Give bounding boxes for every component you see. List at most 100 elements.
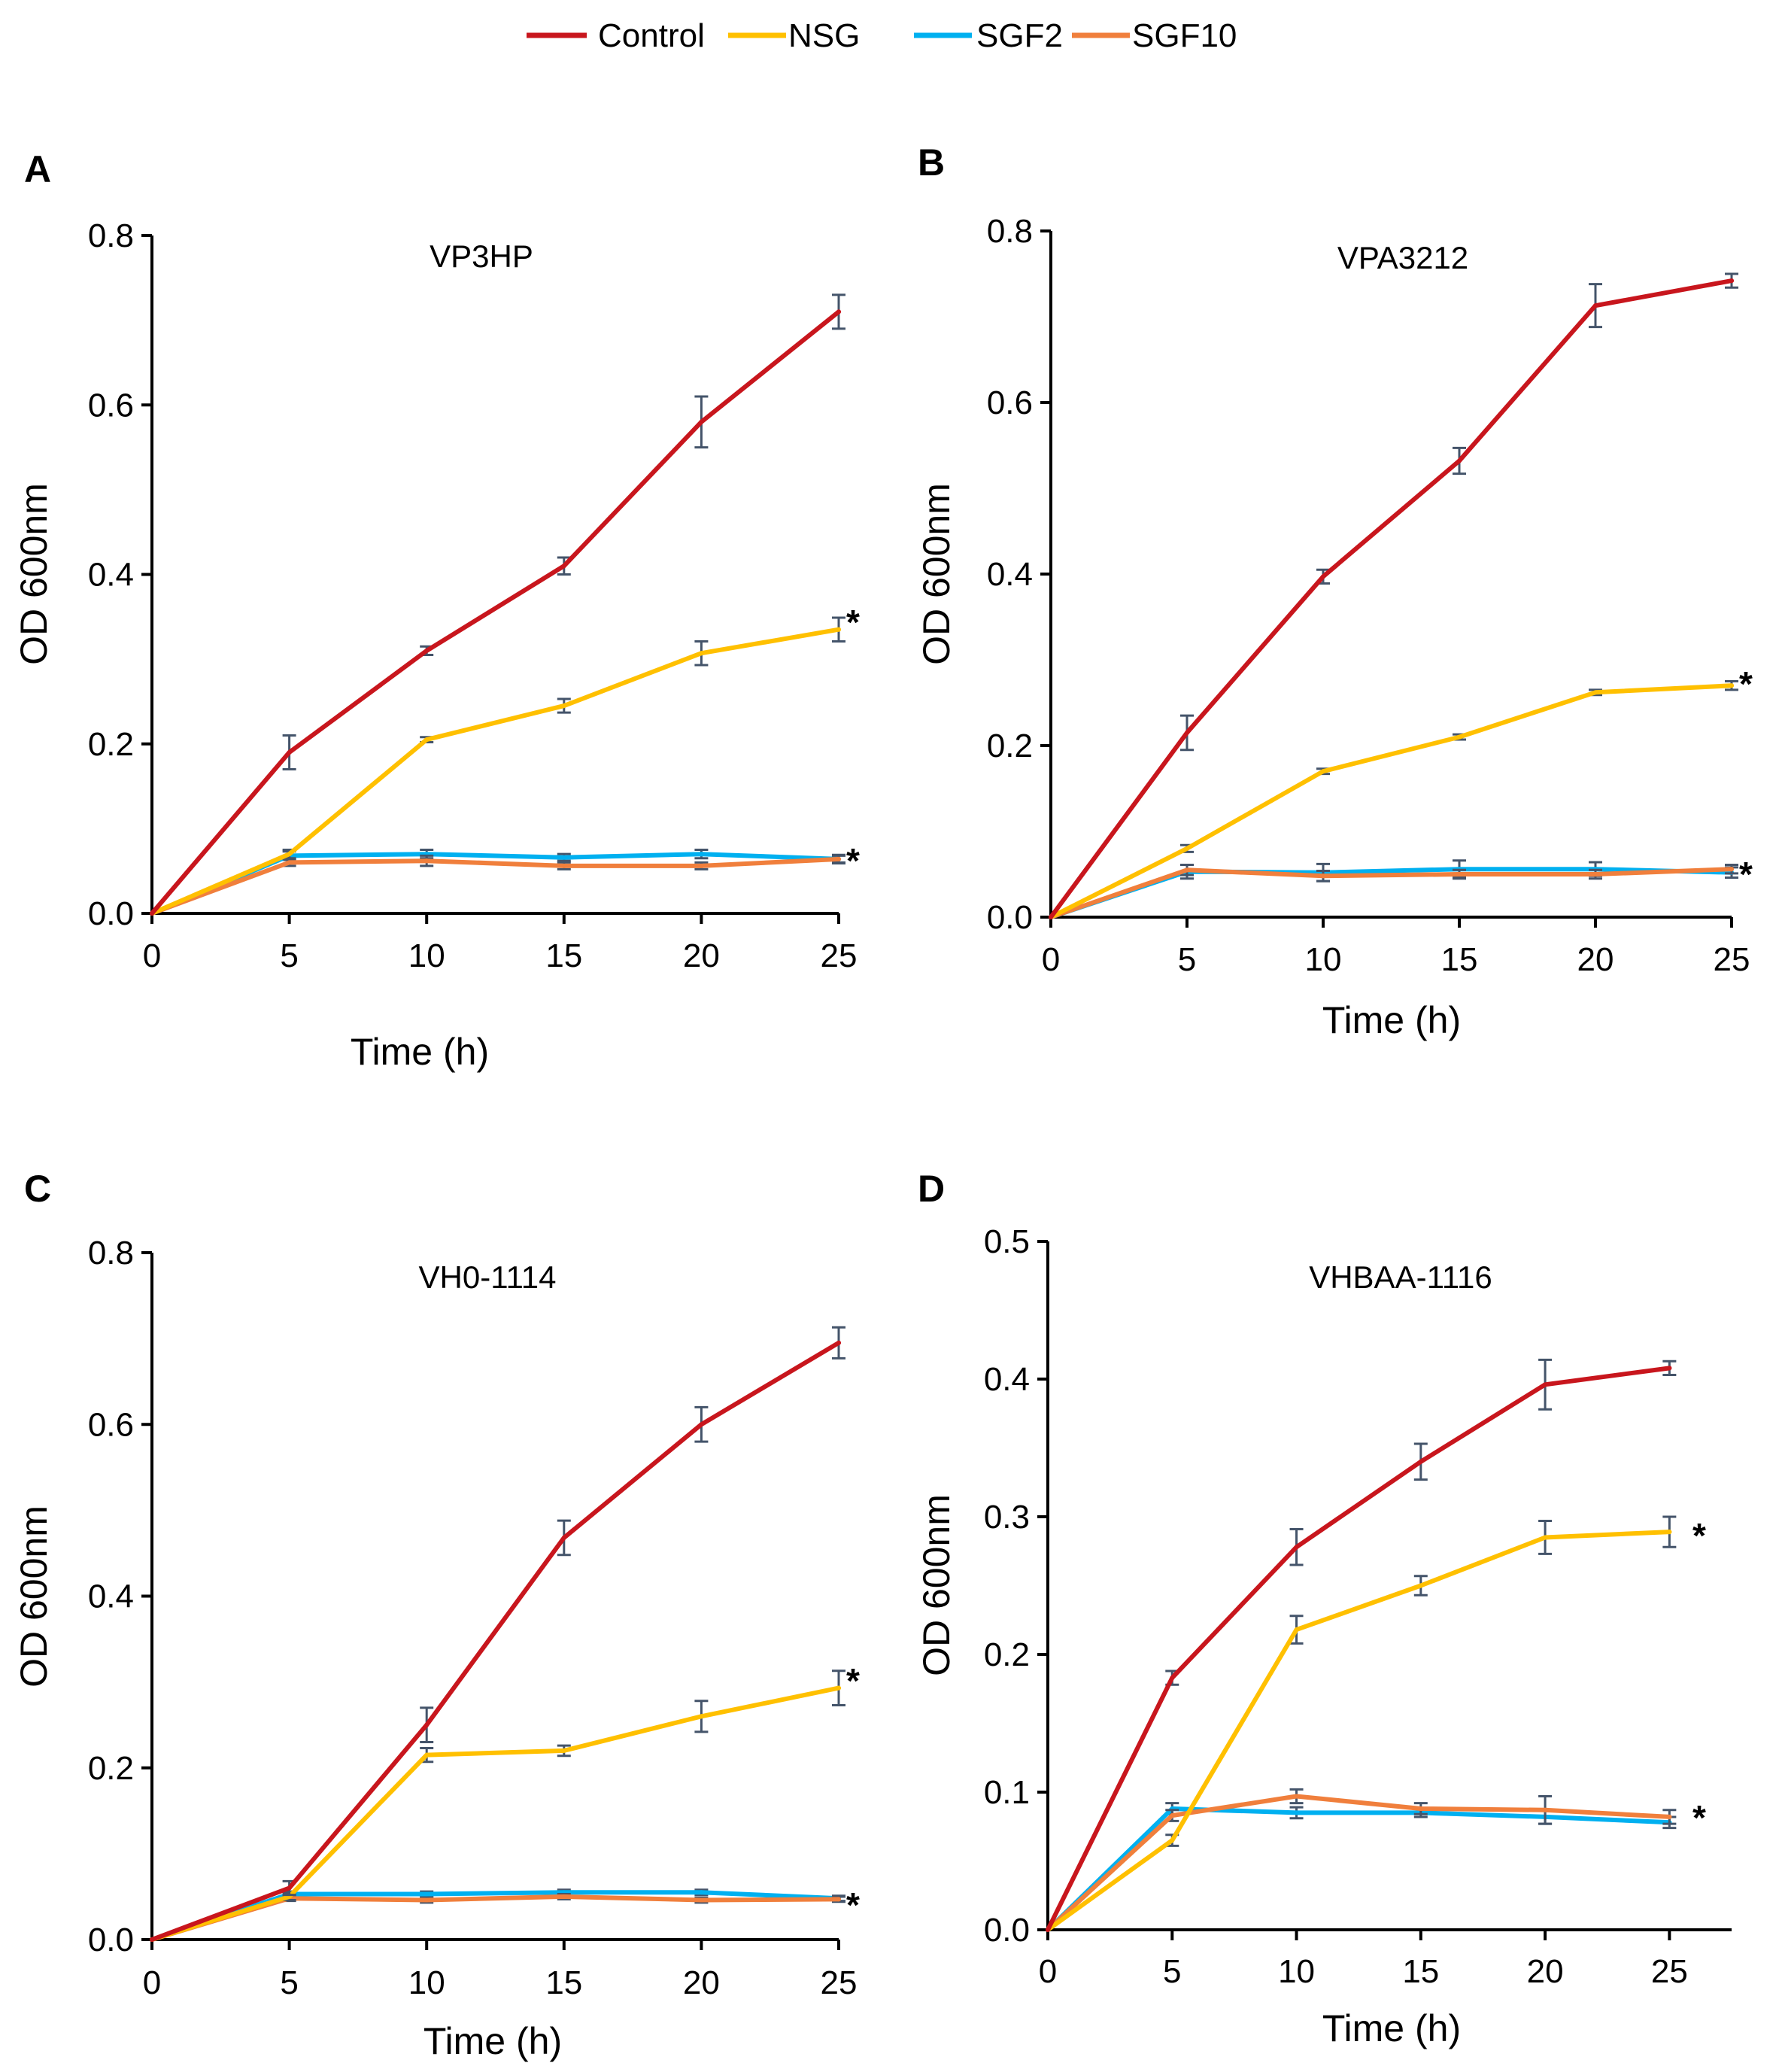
series-control xyxy=(1049,272,1738,919)
x-tick-label: 5 xyxy=(1163,1953,1181,1990)
x-tick-label: 10 xyxy=(1278,1953,1315,1990)
data-point xyxy=(1593,872,1598,876)
data-point xyxy=(836,309,841,314)
y-tick-label: 0.2 xyxy=(984,1636,1030,1673)
data-point xyxy=(699,1890,704,1895)
x-axis-label: Time (h) xyxy=(351,1031,489,1073)
data-point xyxy=(1593,303,1598,308)
series-line-sgf10 xyxy=(1046,1794,1672,1932)
data-point xyxy=(287,1885,292,1891)
significance-star: * xyxy=(846,1885,860,1925)
legend: Control NSG SGF2 SGF10 xyxy=(527,17,1237,54)
x-tick-label: 0 xyxy=(1042,941,1060,978)
data-point xyxy=(1294,1627,1299,1633)
series-line-control xyxy=(150,309,841,916)
panel-letter: B xyxy=(918,141,945,184)
series-line-nsg xyxy=(150,1685,841,1942)
x-tick-label: 5 xyxy=(1178,941,1196,978)
data-point xyxy=(424,1722,430,1727)
data-point xyxy=(1543,1807,1548,1812)
x-tick-label: 0 xyxy=(143,1964,161,2001)
y-tick-label: 0.4 xyxy=(987,556,1033,593)
data-point xyxy=(561,855,566,860)
data-point xyxy=(1185,867,1189,873)
x-tick-label: 15 xyxy=(545,937,582,974)
data-point xyxy=(1457,872,1462,876)
data-point xyxy=(1321,769,1325,774)
y-tick-label: 0.2 xyxy=(88,726,134,763)
series-sgf10 xyxy=(1049,863,1738,919)
series-line-sgf10 xyxy=(1049,867,1734,919)
data-point xyxy=(1418,1806,1423,1811)
panel-letter: C xyxy=(24,1168,51,1210)
x-tick-label: 20 xyxy=(1527,1953,1564,1990)
data-point xyxy=(561,564,566,569)
x-tick-label: 25 xyxy=(1714,941,1750,978)
y-tick-label: 0.3 xyxy=(984,1499,1030,1536)
series-sgf2 xyxy=(150,849,845,916)
data-point xyxy=(1729,683,1734,688)
legend-label-nsg: NSG xyxy=(788,17,860,54)
series-line-nsg xyxy=(150,627,841,916)
legend-entry-control: Control xyxy=(527,17,705,54)
x-tick-label: 0 xyxy=(143,937,161,974)
y-tick-label: 0.8 xyxy=(987,213,1033,250)
series-control xyxy=(150,1326,845,1942)
x-tick-label: 20 xyxy=(683,937,720,974)
data-point xyxy=(150,1937,154,1942)
x-tick-label: 25 xyxy=(821,1964,858,2001)
y-tick-label: 0.1 xyxy=(984,1774,1030,1811)
significance-star: * xyxy=(1692,1798,1706,1837)
y-tick-label: 0.2 xyxy=(987,728,1033,764)
panel-d: D VHBAA-1116 0.0 0.1 0.2 0.3 0.4 0.5 0 5 10 15 20 25 T… xyxy=(915,1168,1732,2049)
y-tick-label: 0.4 xyxy=(88,1578,134,1615)
x-axis-label: Time (h) xyxy=(1322,2007,1461,2049)
legend-entry-nsg: NSG xyxy=(728,17,860,54)
data-point xyxy=(287,852,292,857)
data-point xyxy=(287,860,292,865)
data-point xyxy=(424,648,430,653)
data-point xyxy=(836,1340,841,1345)
y-axis-label: OD 600nm xyxy=(13,1505,55,1688)
data-point xyxy=(699,1422,704,1427)
data-point xyxy=(424,1752,430,1758)
x-tick-label: 15 xyxy=(545,1964,582,2001)
legend-label-sgf10: SGF10 xyxy=(1132,17,1237,54)
series-line-control xyxy=(1046,1366,1672,1932)
data-point xyxy=(1049,915,1053,919)
data-point xyxy=(1729,867,1734,872)
data-point xyxy=(424,1891,430,1897)
panel-c: C VH0-1114 0.0 0.2 0.4 0.6 0.8 0 5 10 15 20 25 Time (… xyxy=(13,1168,860,2062)
legend-entry-sgf2: SGF2 xyxy=(914,17,1063,54)
x-tick-label: 25 xyxy=(821,937,858,974)
panel-b: B VPA3212 0.0 0.2 0.4 0.6 0.8 0 5 10 15 20 25 Time (h… xyxy=(915,141,1753,1041)
legend-label-control: Control xyxy=(598,17,705,54)
data-point xyxy=(1170,1676,1175,1681)
data-point xyxy=(424,858,430,864)
data-point xyxy=(561,863,566,868)
x-axis-label: Time (h) xyxy=(423,2020,562,2062)
series-line-sgf10 xyxy=(150,856,841,916)
data-point xyxy=(424,1897,430,1903)
legend-label-sgf2: SGF2 xyxy=(976,17,1063,54)
x-tick-label: 5 xyxy=(280,937,298,974)
series-nsg xyxy=(150,616,845,916)
chart-title: VP3HP xyxy=(430,238,533,274)
series-line-sgf2 xyxy=(1046,1806,1672,1932)
series-sgf10 xyxy=(150,854,845,916)
data-point xyxy=(1294,1810,1299,1815)
data-point xyxy=(699,419,704,424)
data-point xyxy=(1185,846,1189,851)
series-control xyxy=(1046,1358,1677,1932)
data-point xyxy=(836,856,841,861)
data-point xyxy=(561,1535,566,1540)
data-point xyxy=(1170,1838,1175,1843)
y-tick-label: 0.0 xyxy=(88,1922,134,1958)
y-tick-label: 0.8 xyxy=(88,1235,134,1271)
series-sgf10 xyxy=(1046,1788,1677,1932)
data-point xyxy=(1294,1545,1299,1550)
data-point xyxy=(836,1897,841,1902)
series-control xyxy=(150,293,845,916)
x-tick-label: 10 xyxy=(408,937,445,974)
data-point xyxy=(1170,1813,1175,1818)
